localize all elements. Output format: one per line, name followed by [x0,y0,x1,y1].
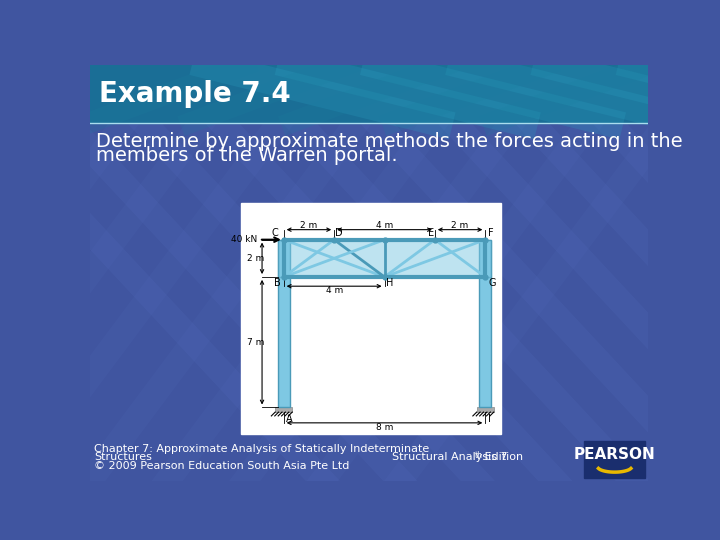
Bar [90,65,648,123]
Text: 4 m: 4 m [376,221,393,231]
Text: th: th [475,450,483,460]
Text: D: D [335,228,343,238]
Text: F: F [488,228,494,238]
Text: © 2009 Pearson Education South Asia Pte Ltd: © 2009 Pearson Education South Asia Pte … [94,461,349,470]
Text: Structures: Structures [94,452,152,462]
Text: G: G [488,279,496,288]
Bar [277,240,492,277]
Bar [241,204,500,434]
Text: 2 m: 2 m [300,221,318,231]
Text: C: C [271,228,279,238]
Text: Edition: Edition [482,452,523,462]
Text: H: H [386,279,393,288]
Text: 2 m: 2 m [451,221,469,231]
Bar [479,240,492,408]
Text: Structural Analysis 7: Structural Analysis 7 [392,452,508,462]
Text: Example 7.4: Example 7.4 [99,80,291,107]
Bar [585,441,645,477]
Bar [275,408,292,412]
Text: Determine by approximate methods the forces acting in the: Determine by approximate methods the for… [96,132,683,151]
Text: A: A [286,414,293,423]
Text: 4 m: 4 m [325,286,343,294]
Text: 8 m: 8 m [376,423,393,432]
Text: 40 kN: 40 kN [231,235,258,244]
Text: PEARSON: PEARSON [574,447,655,462]
Text: B: B [274,279,281,288]
Text: 7 m: 7 m [247,338,264,347]
Text: I: I [488,414,491,423]
Bar [477,408,494,412]
Text: members of the Warren portal.: members of the Warren portal. [96,146,398,165]
Text: Chapter 7: Approximate Analysis of Statically Indeterminate: Chapter 7: Approximate Analysis of Stati… [94,444,429,454]
Text: E: E [428,228,434,238]
Bar [277,240,290,408]
Text: 2 m: 2 m [247,254,264,263]
